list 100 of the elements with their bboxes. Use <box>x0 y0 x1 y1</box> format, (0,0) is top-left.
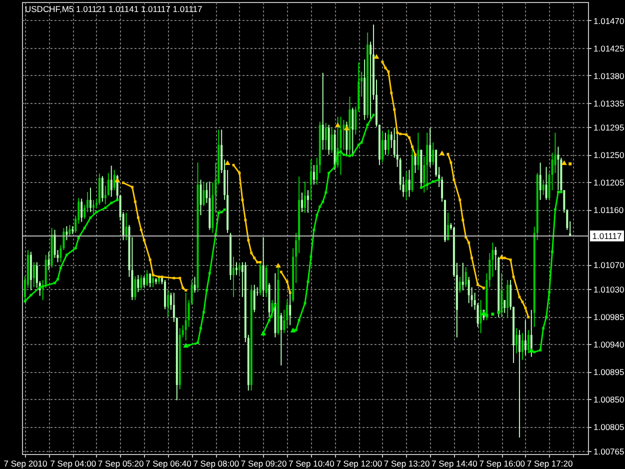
candlestick <box>146 270 148 287</box>
candlestick <box>306 190 309 214</box>
candlestick <box>304 181 306 214</box>
candlestick <box>235 262 238 276</box>
candlestick <box>166 290 169 318</box>
candlestick <box>527 330 530 354</box>
candlestick <box>381 130 384 163</box>
point <box>561 160 567 166</box>
candlestick <box>48 251 50 271</box>
point <box>458 198 462 202</box>
x-tick-label: 7 Sep 10:40 <box>288 458 335 468</box>
candlestick <box>310 159 312 200</box>
point <box>497 310 500 314</box>
candlestick <box>462 262 464 291</box>
candlestick <box>253 284 256 313</box>
candlestick <box>134 276 136 301</box>
candlestick <box>524 320 526 356</box>
y-tick-label: 1.01335 <box>594 98 624 108</box>
y-tick-label: 1.01425 <box>594 43 624 54</box>
candlestick <box>32 262 35 288</box>
x-tick-label: 7 Sep 17:20 <box>526 458 573 468</box>
candlestick <box>545 166 548 200</box>
y-tick-label: 1.01470 <box>594 16 624 26</box>
x-tick-label: 7 Sep 13:20 <box>384 458 430 468</box>
candlestick <box>143 276 146 288</box>
candlestick <box>137 274 140 293</box>
point <box>568 162 572 166</box>
point <box>178 276 182 280</box>
y-tick-label: 1.01030 <box>594 284 624 295</box>
candlestick <box>500 272 503 318</box>
candlestick <box>408 169 410 198</box>
point <box>450 161 452 164</box>
candlestick <box>202 181 205 207</box>
candlestick <box>566 209 568 230</box>
point <box>512 276 515 278</box>
y-tick-label: 1.01250 <box>594 150 624 160</box>
y-tick-label: 1.01160 <box>594 205 624 216</box>
x-tick-label: 7 Sep 12:00 <box>336 458 382 468</box>
candlestick <box>330 127 333 154</box>
chart-title: USDCHF,M5 1.01121 1.01141 1.01117 1.01117 <box>25 4 202 14</box>
point <box>114 177 120 182</box>
candlestick <box>504 300 506 314</box>
y-tick-label: 1.00985 <box>594 312 624 322</box>
y-tick-label: 1.00765 <box>594 446 624 456</box>
candlestick <box>101 176 104 202</box>
candlestick <box>184 292 187 341</box>
point <box>527 316 530 318</box>
point <box>503 256 506 260</box>
candlestick <box>521 332 524 360</box>
candlestick <box>200 179 202 216</box>
y-tick-label: 1.00895 <box>594 367 624 378</box>
candlestick <box>506 279 509 318</box>
candlestick <box>387 129 390 156</box>
candlestick <box>516 328 518 354</box>
x-tick-label: 7 Sep 06:40 <box>146 458 192 468</box>
x-tick-label: 7 Sep 16:00 <box>479 458 526 468</box>
candlestick <box>92 199 94 214</box>
candlestick <box>301 192 304 213</box>
candlestick <box>110 165 112 198</box>
ref-line-label: 1.01117 <box>592 230 622 241</box>
x-tick-label: 7 Sep 09:20 <box>240 458 287 468</box>
candlestick <box>417 132 420 170</box>
y-tick-label: 1.01070 <box>594 260 624 270</box>
candlestick <box>542 179 544 196</box>
candlestick <box>90 187 92 213</box>
point <box>275 262 281 268</box>
candlestick <box>54 229 56 258</box>
candlestick <box>384 132 386 156</box>
candlestick <box>322 72 324 150</box>
point <box>152 274 154 276</box>
candlestick <box>113 169 116 191</box>
point <box>470 256 474 260</box>
candlestick <box>80 198 83 222</box>
point <box>172 276 176 280</box>
point <box>381 60 384 64</box>
x-tick-label: 7 Sep 14:40 <box>432 458 478 468</box>
point <box>498 254 504 260</box>
point <box>399 132 402 136</box>
candlestick <box>280 312 282 366</box>
candlestick <box>468 276 470 304</box>
y-tick-label: 1.00850 <box>594 394 624 405</box>
x-tick-label: 7 Sep 05:20 <box>98 458 144 468</box>
y-tick-label: 1.01295 <box>594 122 624 133</box>
candlestick <box>518 330 520 438</box>
candlestick <box>432 142 434 166</box>
point <box>344 125 350 130</box>
candlestick <box>324 122 327 150</box>
point <box>184 289 188 292</box>
candlestick <box>464 266 467 288</box>
point <box>224 160 230 166</box>
candlestick <box>480 300 482 334</box>
candlestick <box>328 124 330 156</box>
candlestick <box>446 212 449 241</box>
candlestick <box>286 300 288 329</box>
point <box>335 122 341 128</box>
candlestick <box>426 132 428 191</box>
candlestick <box>232 256 235 298</box>
candlestick <box>238 262 240 276</box>
x-tick-label: 7 Sep 08:00 <box>193 458 240 468</box>
candlestick <box>405 171 408 200</box>
